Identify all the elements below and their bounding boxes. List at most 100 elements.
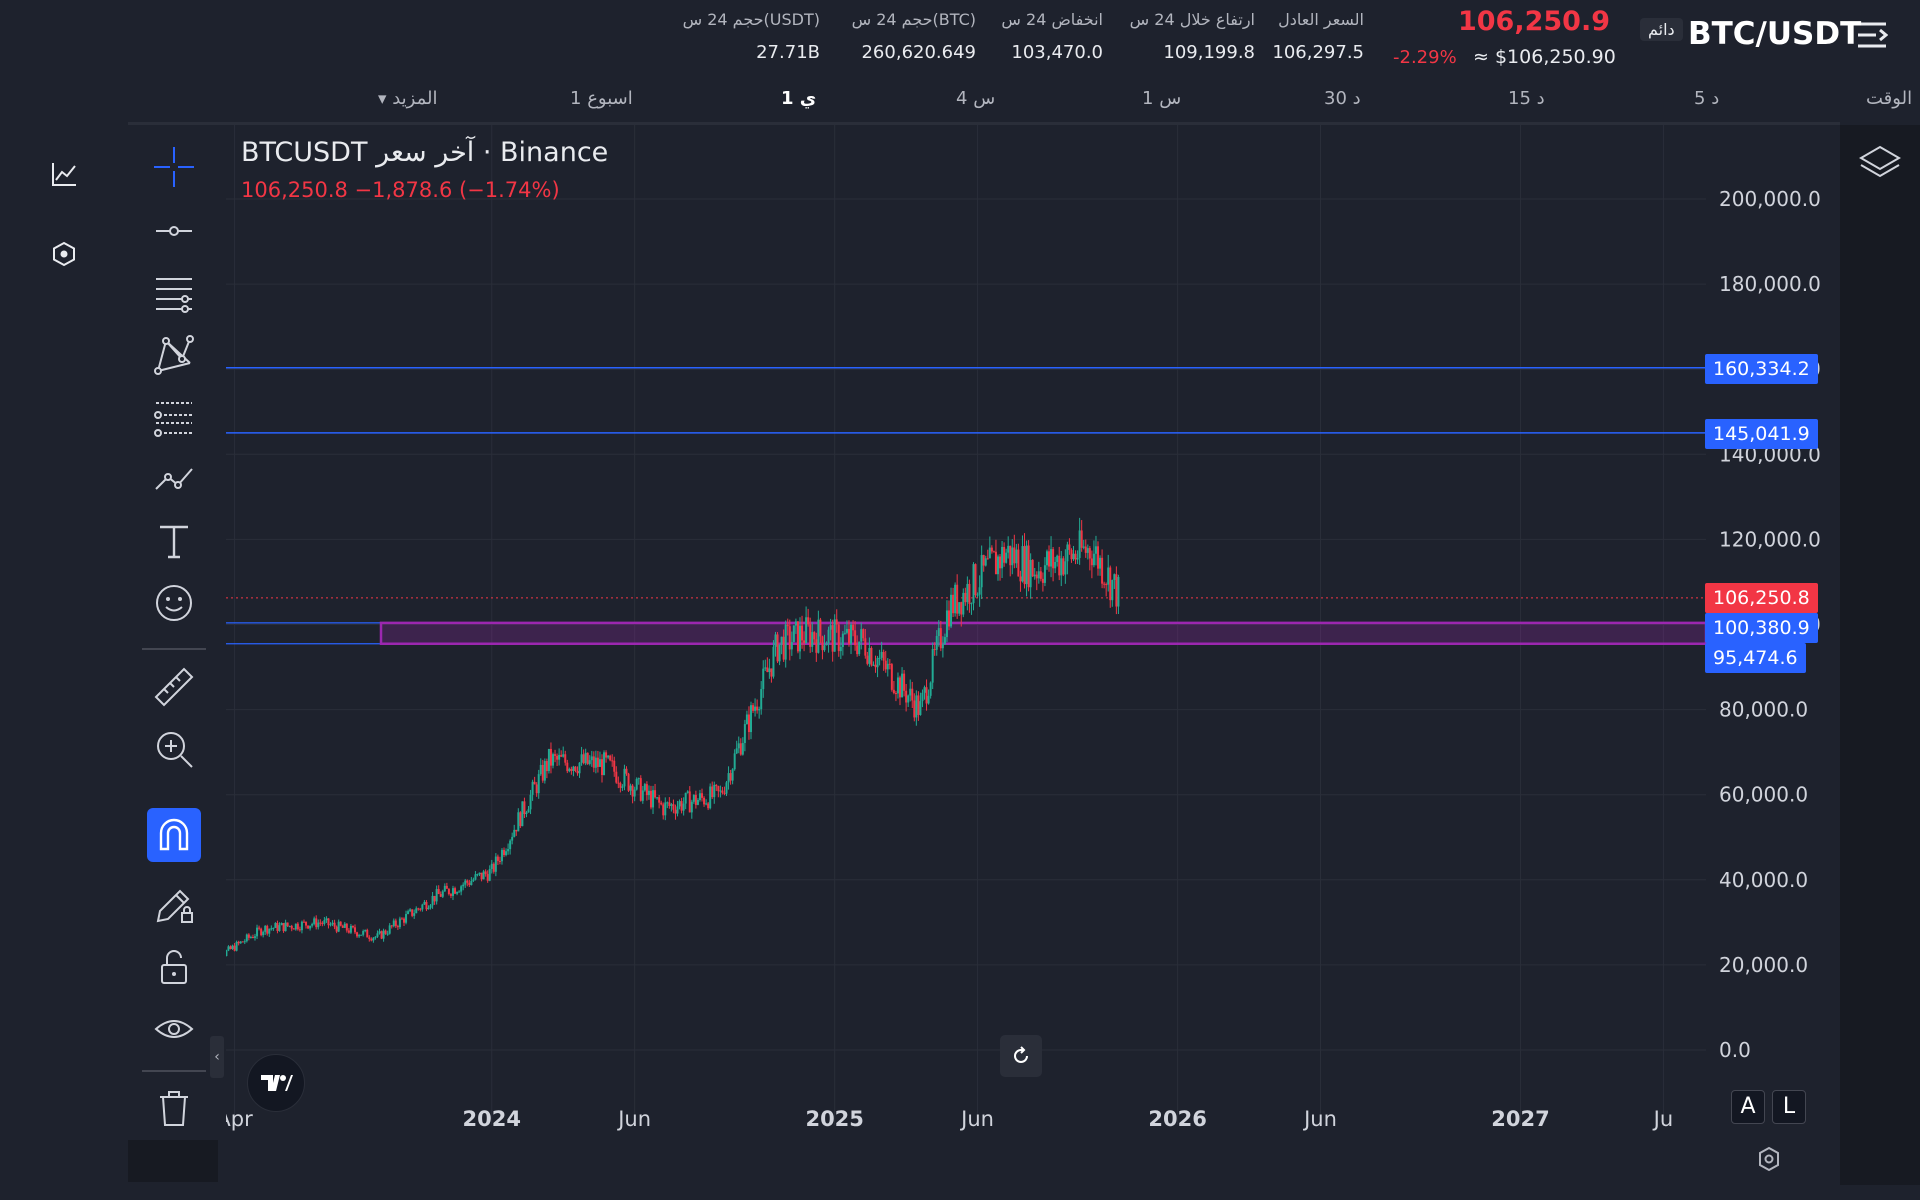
price-chart[interactable]: 200,000.0180,000.0160,000.0140,000.0120,… xyxy=(205,125,1840,1135)
candle-body xyxy=(964,592,967,603)
candle-body xyxy=(603,752,606,775)
candle-body xyxy=(549,748,552,766)
parallel-lines-icon[interactable] xyxy=(147,266,201,320)
candle-body xyxy=(388,925,391,934)
candle-body xyxy=(1011,547,1014,566)
candle-body xyxy=(623,768,626,787)
emoji-icon[interactable] xyxy=(147,576,201,630)
candle-body xyxy=(927,695,930,704)
candle-body xyxy=(272,927,275,929)
candle-body xyxy=(292,928,295,930)
candle-body xyxy=(996,556,999,575)
candle-body xyxy=(654,790,657,798)
hline-tag-2[interactable]: 145,041.9 xyxy=(1705,419,1818,449)
candle-body xyxy=(531,781,534,795)
tradingview-logo xyxy=(247,1054,305,1112)
candle-body xyxy=(458,891,461,893)
tab-4h[interactable]: 4 س xyxy=(956,88,996,109)
candle-body xyxy=(276,922,279,931)
candle-body xyxy=(717,786,720,792)
candle-body xyxy=(1090,558,1093,566)
hline-tag-1[interactable]: 160,334.2 xyxy=(1705,354,1818,384)
fibonacci-icon[interactable] xyxy=(147,390,201,444)
ohlc-line: 106,250.8 −1,878.6 (−1.74%) xyxy=(241,178,560,202)
stat-label-24h-vol-btc: حجم 24 س(BTC) xyxy=(851,10,976,29)
collapse-toolbar-button[interactable]: ‹ xyxy=(210,1036,224,1078)
candle-body xyxy=(486,874,489,881)
candle-body xyxy=(409,909,412,912)
candle-body xyxy=(864,638,867,656)
tab-1d[interactable]: 1 ي xyxy=(781,88,817,109)
candle-body xyxy=(990,547,993,552)
candle-body xyxy=(1017,549,1020,577)
settings-icon[interactable] xyxy=(1756,1146,1782,1176)
log-scale-button[interactable]: L xyxy=(1772,1090,1806,1124)
candle-body xyxy=(952,594,955,614)
zone-top-tag[interactable]: 100,380.9 xyxy=(1705,613,1818,643)
symbol-name[interactable]: BTC/USDT xyxy=(1688,16,1862,52)
candle-body xyxy=(578,762,581,774)
layers-icon[interactable] xyxy=(1858,143,1902,187)
candle-body xyxy=(652,790,655,808)
pencil-lock-icon[interactable] xyxy=(147,878,201,932)
candle-body xyxy=(776,634,779,662)
candle-body xyxy=(825,643,828,646)
text-tool-icon[interactable] xyxy=(147,514,201,568)
tab-15m[interactable]: 15 د xyxy=(1508,88,1545,109)
tab-more[interactable]: ▼ المزيد xyxy=(378,88,437,109)
candle-body xyxy=(537,774,540,794)
unlock-icon[interactable] xyxy=(147,940,201,994)
time-axis-label: Jun xyxy=(1302,1107,1337,1131)
candle-body xyxy=(621,786,624,788)
candle-body xyxy=(231,945,234,949)
candle-body xyxy=(229,946,232,949)
auto-scale-button[interactable]: A xyxy=(1731,1090,1765,1124)
contract-type-badge: دائم xyxy=(1640,18,1683,41)
candle-body xyxy=(680,801,683,811)
horizontal-ray-icon[interactable] xyxy=(147,204,201,258)
candle-body xyxy=(656,797,659,799)
trend-path-icon[interactable] xyxy=(147,452,201,506)
tab-1w[interactable]: 1 اسبوع xyxy=(570,88,633,109)
eye-icon[interactable] xyxy=(147,1002,201,1056)
candle-body xyxy=(1107,567,1110,585)
candle-body xyxy=(433,895,436,902)
candle-body xyxy=(335,926,338,932)
candle-body xyxy=(819,619,822,637)
menu-icon[interactable] xyxy=(1856,20,1889,54)
hexagon-settings-icon[interactable] xyxy=(50,240,78,272)
candle-body xyxy=(741,743,744,755)
candle-body xyxy=(1109,567,1112,601)
reset-chart-button[interactable] xyxy=(1000,1035,1042,1077)
chart-area[interactable]: 200,000.0180,000.0160,000.0140,000.0120,… xyxy=(205,125,1840,1135)
candle-body xyxy=(966,583,969,603)
tab-30m[interactable]: 30 د xyxy=(1324,88,1361,109)
candle-body xyxy=(525,812,528,815)
candle-body xyxy=(437,889,440,895)
magnet-icon[interactable] xyxy=(147,808,201,862)
candle-body xyxy=(1101,557,1104,584)
indicator-chart-icon[interactable] xyxy=(50,160,78,192)
candle-body xyxy=(715,784,718,787)
candle-body xyxy=(690,801,693,813)
crosshair-icon[interactable] xyxy=(147,140,201,194)
candle-body xyxy=(943,637,946,645)
candle-body xyxy=(503,849,506,856)
candle-body xyxy=(515,829,518,832)
stat-value-24h-high: 109,199.8 xyxy=(1163,42,1255,63)
candle-body xyxy=(772,646,775,677)
pattern-tool-icon[interactable] xyxy=(147,328,201,382)
zone-bottom-tag[interactable]: 95,474.6 xyxy=(1705,643,1806,673)
candle-body xyxy=(309,925,312,929)
candle-body xyxy=(862,629,865,639)
candle-body xyxy=(494,856,497,872)
candle-body xyxy=(1076,557,1079,560)
ruler-icon[interactable] xyxy=(147,660,201,714)
zoom-in-icon[interactable] xyxy=(147,722,201,776)
candle-body xyxy=(950,594,953,627)
candle-body xyxy=(572,766,575,771)
trash-icon[interactable] xyxy=(147,1080,201,1134)
tab-5m[interactable]: 5 د xyxy=(1694,88,1720,109)
tab-1h[interactable]: 1 س xyxy=(1142,88,1182,109)
candle-body xyxy=(698,793,701,800)
